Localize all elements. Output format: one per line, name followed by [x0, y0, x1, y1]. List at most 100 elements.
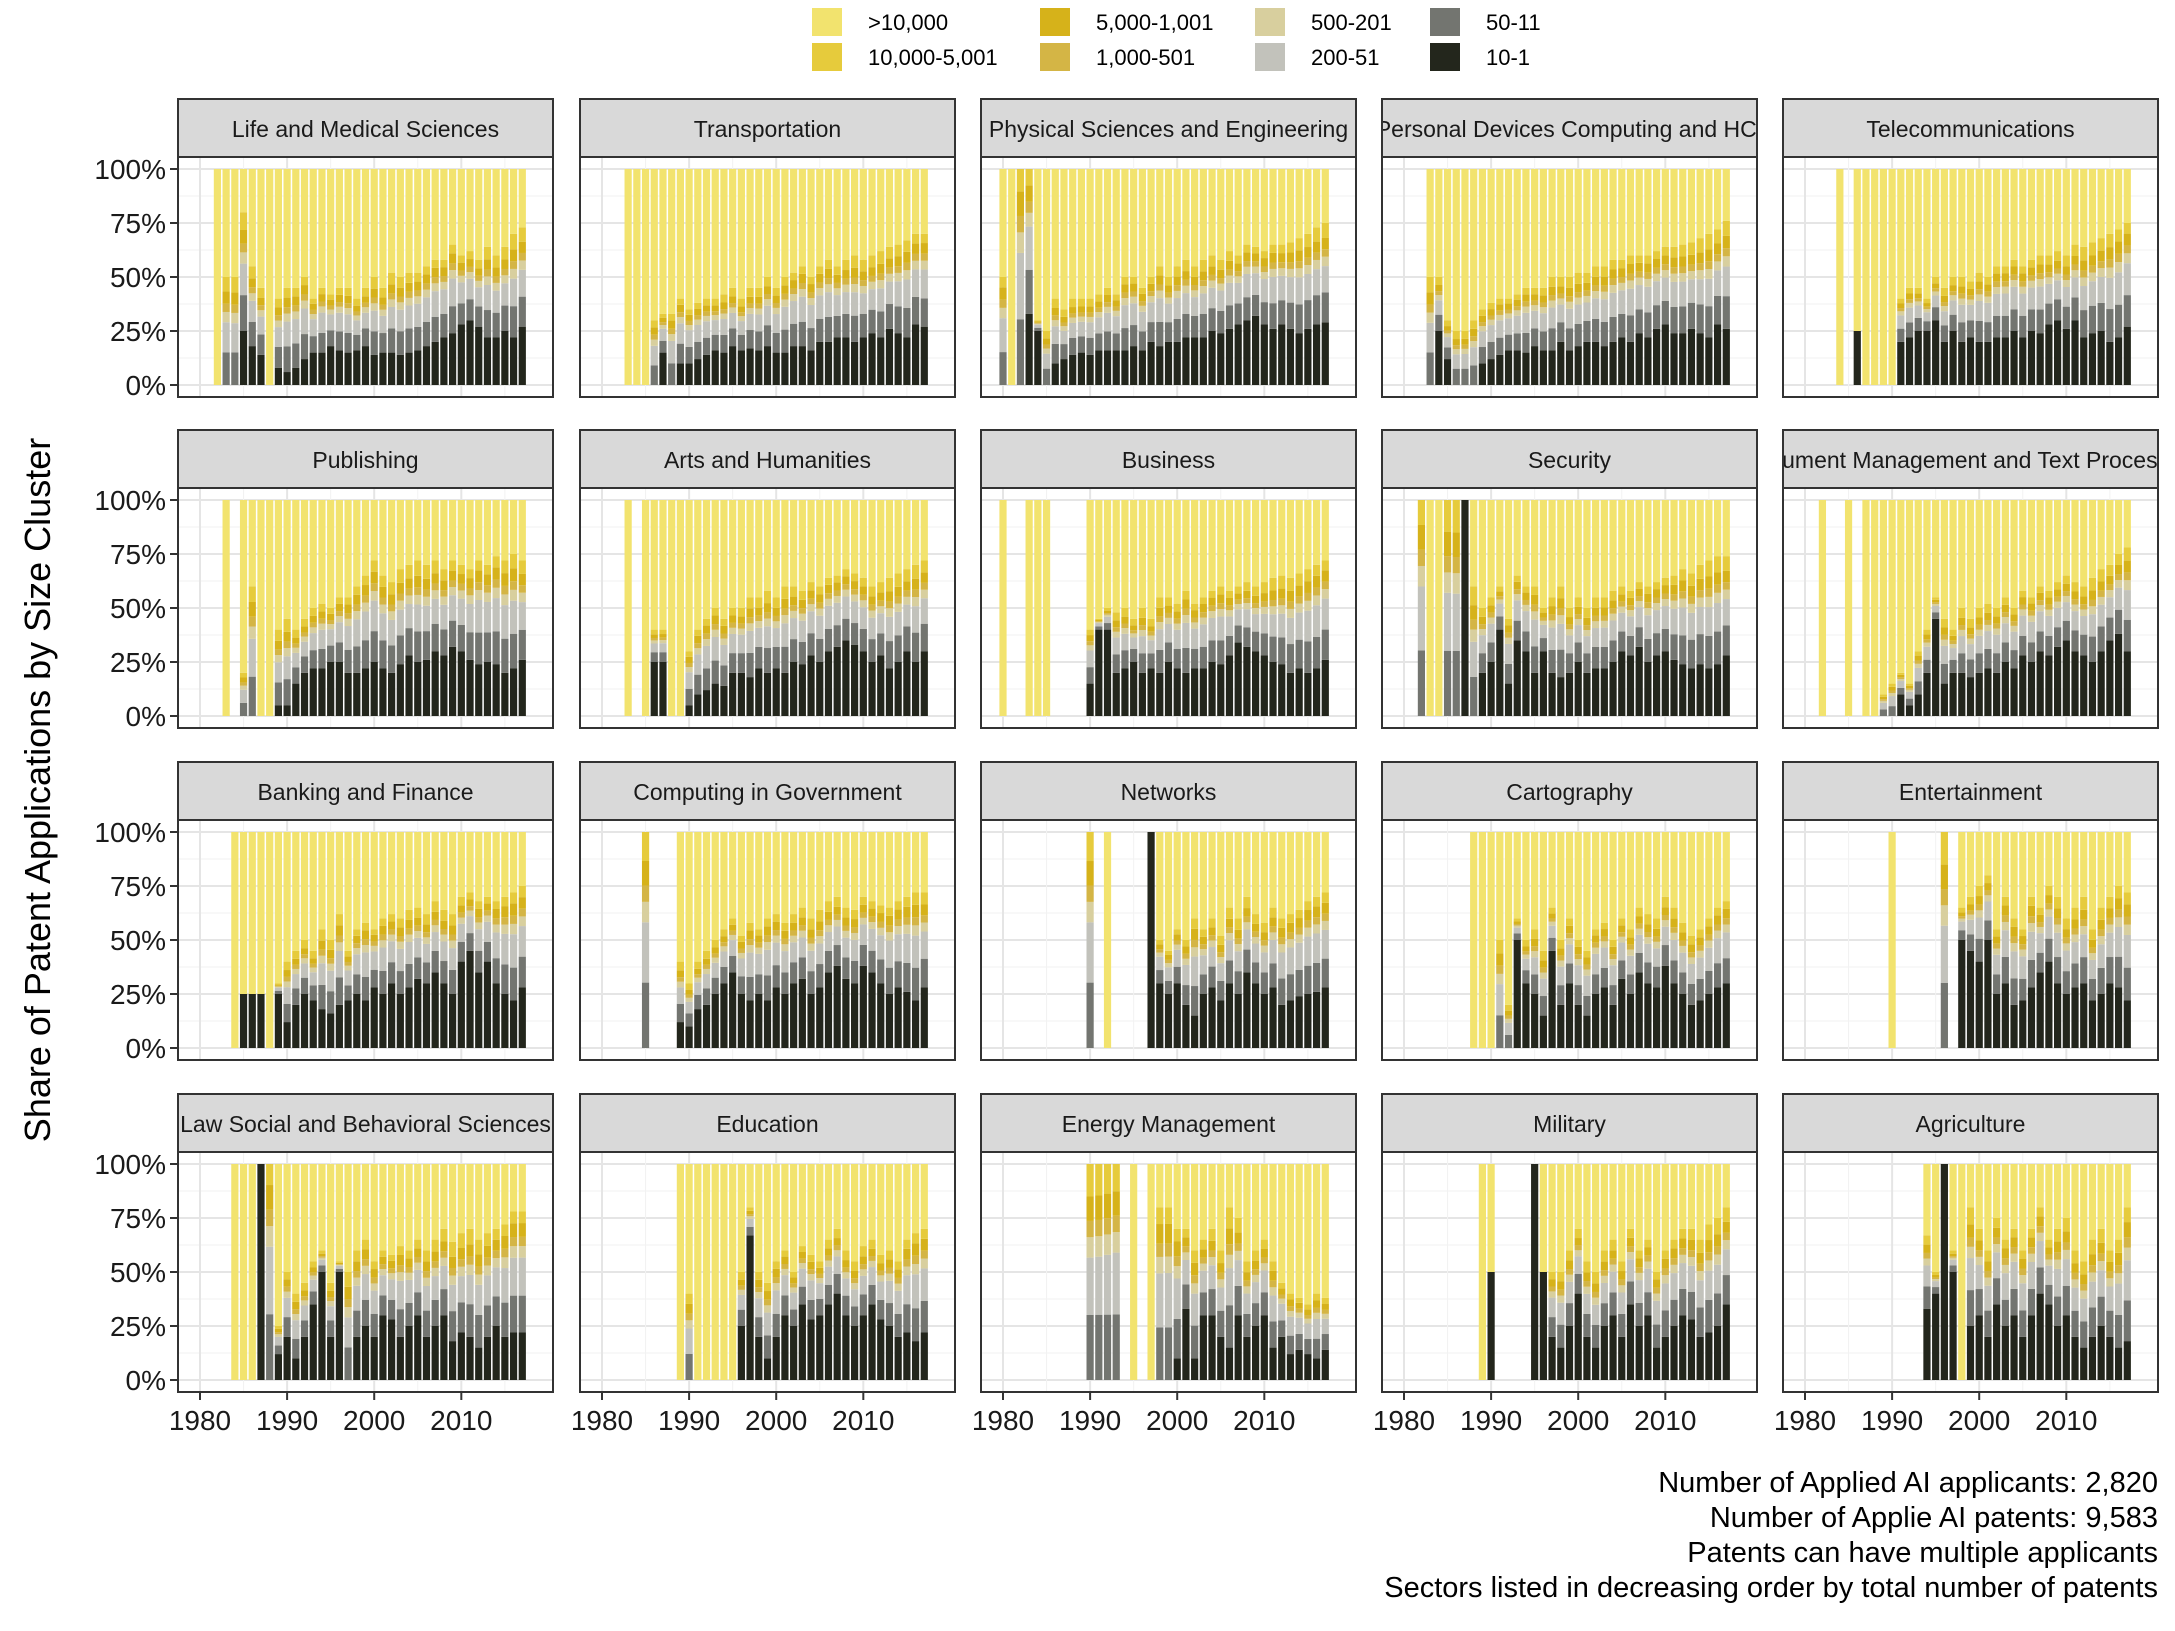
bar-segment — [257, 334, 265, 355]
bar-segment — [842, 1315, 850, 1380]
bar-segment — [911, 1263, 920, 1275]
bar-segment — [1635, 1303, 1643, 1326]
bar-segment — [685, 989, 693, 995]
bar-segment — [1130, 169, 1138, 277]
bar-segment — [816, 273, 824, 283]
bar-segment — [1923, 169, 1931, 299]
bar-segment — [1696, 1280, 1704, 1308]
bar-segment — [1705, 588, 1713, 597]
bar-segment — [2054, 932, 2062, 958]
bar-segment — [1252, 246, 1260, 254]
bar-segment — [1548, 169, 1556, 277]
bar-segment — [1644, 615, 1652, 639]
bar-segment — [431, 950, 439, 973]
bar-segment — [414, 604, 422, 632]
bar-segment — [2080, 270, 2088, 278]
bar-segment — [1670, 1273, 1678, 1300]
bar-segment — [1705, 249, 1713, 262]
bar-segment — [746, 630, 754, 653]
bar-segment — [1958, 293, 1966, 299]
bar-segment — [842, 978, 850, 1048]
bar-segment — [388, 983, 396, 1048]
bar-segment — [833, 266, 841, 275]
bar-segment — [449, 244, 457, 254]
bar-segment — [798, 321, 806, 347]
bar-segment — [1644, 1255, 1652, 1262]
bar-segment — [1217, 500, 1225, 587]
bar-segment — [816, 318, 824, 342]
bar-segment — [1557, 940, 1565, 949]
bar-segment — [1644, 1239, 1652, 1248]
bar-segment — [2036, 832, 2044, 908]
bar-segment — [911, 597, 920, 607]
bar-segment — [1984, 612, 1992, 621]
bar-segment — [1208, 966, 1216, 988]
bar-segment — [1487, 319, 1495, 326]
bar-segment — [1975, 629, 1983, 636]
bar-segment — [1095, 307, 1103, 313]
bar-segment — [1713, 832, 1722, 908]
bar-segment — [676, 363, 684, 385]
bar-segment — [1208, 605, 1216, 612]
bar-segment — [422, 500, 431, 565]
bar-segment — [1958, 625, 1966, 630]
bar-segment — [755, 668, 763, 716]
bar-segment — [2001, 293, 2009, 316]
bar-segment — [1705, 560, 1713, 577]
bar-segment — [388, 929, 396, 935]
bar-segment — [1086, 667, 1094, 684]
bar-segment — [781, 277, 789, 286]
bar-segment — [509, 1164, 518, 1212]
bar-segment — [1208, 935, 1216, 941]
bar-segment — [746, 1000, 754, 1048]
bar-segment — [1269, 1164, 1277, 1262]
bar-segment — [1522, 592, 1530, 600]
bar-segment — [292, 1293, 300, 1302]
bar-segment — [1661, 264, 1669, 271]
bar-segment — [361, 930, 370, 940]
bar-segment — [2027, 597, 2036, 604]
bar-segment — [772, 921, 780, 931]
bar-segment — [694, 635, 702, 644]
bar-segment — [396, 1246, 404, 1255]
bar-segment — [1609, 1292, 1617, 1316]
bar-segment — [1888, 696, 1896, 707]
bar-segment — [1635, 1250, 1643, 1259]
bar-segment — [737, 350, 745, 385]
bar-segment — [720, 951, 728, 967]
bar-segment — [1208, 500, 1216, 591]
bar-segment — [379, 304, 387, 310]
bar-segment — [1173, 1266, 1181, 1279]
bar-segment — [702, 958, 711, 965]
bar-segment — [1670, 1164, 1678, 1240]
bar-segment — [894, 281, 902, 307]
bar-segment — [1312, 1318, 1321, 1339]
bar-segment — [1435, 284, 1443, 292]
bar-segment — [1923, 672, 1931, 716]
bar-segment — [729, 653, 737, 673]
bar-segment — [370, 571, 378, 584]
bar-segment — [274, 169, 282, 299]
bar-segment — [1687, 603, 1696, 613]
bar-segment — [711, 940, 719, 948]
bar-segment — [685, 997, 693, 1002]
bar-segment — [388, 1279, 396, 1300]
bar-segment — [851, 927, 859, 933]
bar-segment — [746, 652, 754, 678]
bar-segment — [1661, 606, 1669, 629]
bar-segment — [1504, 334, 1513, 351]
bar-segment — [676, 1003, 684, 1023]
bar-segment — [318, 1265, 326, 1272]
bar-segment — [702, 1164, 711, 1380]
bar-segment — [327, 294, 335, 300]
bar-segment — [851, 932, 859, 940]
bar-segment — [711, 1164, 719, 1380]
bar-segment — [1574, 346, 1582, 385]
facet-panel: Computing in Government — [579, 761, 956, 1061]
bar-segment — [1304, 927, 1312, 937]
bar-segment — [1130, 500, 1138, 619]
bar-segment — [1504, 625, 1513, 633]
bar-segment — [2071, 277, 2079, 298]
bar-segment — [1583, 341, 1591, 385]
bar-segment — [370, 310, 378, 332]
